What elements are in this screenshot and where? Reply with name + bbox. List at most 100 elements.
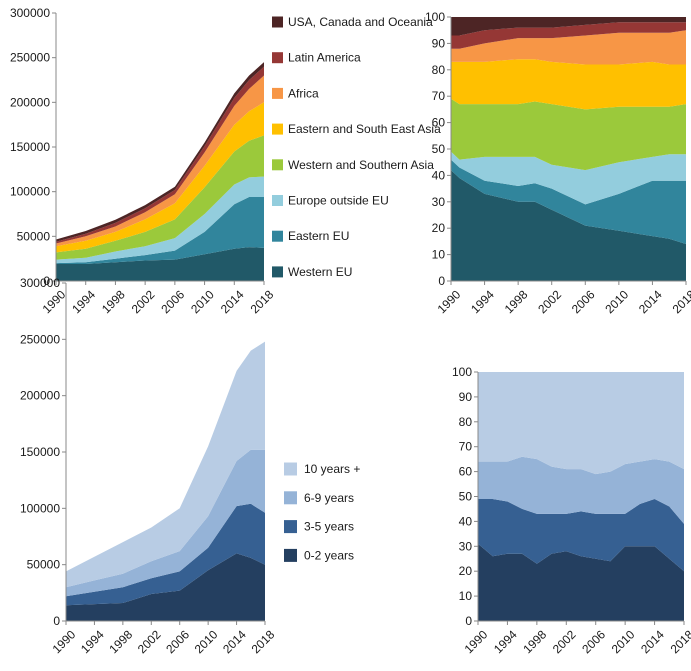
y-tick-label: 300000 bbox=[20, 276, 60, 290]
x-tick-label: 2006 bbox=[579, 627, 608, 656]
y-tick-label: 0 bbox=[438, 274, 445, 288]
x-tick-label: 2018 bbox=[248, 287, 277, 316]
x-tick-label: 2010 bbox=[609, 627, 638, 656]
x-tick-label: 2014 bbox=[638, 627, 667, 656]
chart-3-areas bbox=[66, 341, 265, 621]
y-tick-label: 100000 bbox=[20, 501, 60, 515]
x-tick-label: 1998 bbox=[106, 627, 135, 656]
y-tick-label: 90 bbox=[432, 36, 446, 50]
legend-swatch-10-years bbox=[284, 462, 297, 476]
x-tick-label: 1990 bbox=[40, 287, 69, 316]
legend-swatch-eastern-eu bbox=[272, 230, 283, 242]
legend-swatch-latin-america bbox=[272, 52, 283, 64]
legend-label-0-2-years: 0-2 years bbox=[304, 548, 354, 562]
y-tick-label: 0 bbox=[43, 274, 50, 288]
y-tick-label: 50000 bbox=[17, 229, 51, 243]
area-3-5-years bbox=[66, 503, 265, 606]
y-tick-label: 80 bbox=[432, 63, 446, 77]
area-3-5-years bbox=[478, 499, 684, 572]
chart-3: 0500001000001500002000002500003000001990… bbox=[20, 276, 360, 656]
x-tick-label: 2010 bbox=[192, 627, 221, 656]
y-tick-label: 150000 bbox=[20, 445, 60, 459]
legend-label-latin-america: Latin America bbox=[288, 51, 361, 65]
y-tick-label: 200000 bbox=[10, 95, 50, 109]
area-europe-outside-eu bbox=[56, 176, 264, 264]
x-tick-label: 2018 bbox=[249, 627, 278, 656]
legend-label-6-9-years: 6-9 years bbox=[304, 491, 354, 505]
area-western-eu bbox=[451, 170, 686, 281]
x-tick-label: 1994 bbox=[78, 627, 107, 656]
y-tick-label: 30 bbox=[432, 195, 446, 209]
x-tick-label: 2018 bbox=[668, 627, 691, 656]
y-tick-label: 10 bbox=[459, 589, 473, 603]
chart-3-legend: 10 years + 6-9 years 3-5 years 0-2 years bbox=[284, 462, 360, 562]
chart-1-areas bbox=[56, 62, 264, 281]
legend-swatch-western-eu bbox=[272, 266, 283, 278]
y-tick-label: 90 bbox=[459, 390, 473, 404]
legend-swatch-africa bbox=[272, 87, 283, 99]
y-tick-label: 50 bbox=[459, 490, 473, 504]
x-tick-label: 2014 bbox=[218, 287, 247, 316]
legend-label-western-eu: Western EU bbox=[288, 265, 352, 279]
y-tick-label: 70 bbox=[459, 440, 473, 454]
area-eastern-and-south-east-asia bbox=[451, 59, 686, 110]
x-tick-label: 2010 bbox=[602, 287, 631, 316]
y-tick-label: 70 bbox=[432, 89, 446, 103]
y-tick-label: 50000 bbox=[27, 558, 61, 572]
legend-swatch-europe-outside-eu bbox=[272, 195, 283, 206]
x-tick-label: 1990 bbox=[435, 287, 464, 316]
area-6-9-years bbox=[478, 456, 684, 524]
y-tick-label: 100000 bbox=[10, 185, 50, 199]
x-tick-label: 1990 bbox=[462, 627, 491, 656]
x-tick-label: 1998 bbox=[502, 287, 531, 316]
legend-swatch-0-2-years bbox=[284, 548, 297, 562]
y-tick-label: 10 bbox=[432, 248, 446, 262]
x-tick-label: 2002 bbox=[550, 627, 579, 656]
legend-label-western-and-southern-asia: Western and Southern Asia bbox=[288, 158, 434, 172]
y-tick-label: 60 bbox=[432, 116, 446, 130]
x-tick-label: 1994 bbox=[69, 287, 98, 316]
y-tick-label: 40 bbox=[432, 168, 446, 182]
y-tick-label: 60 bbox=[459, 465, 473, 479]
x-tick-label: 1994 bbox=[468, 287, 497, 316]
y-tick-label: 300000 bbox=[10, 6, 50, 20]
legend-swatch-eastern-and-south-east-asia bbox=[272, 123, 283, 135]
x-tick-label: 2002 bbox=[535, 287, 564, 316]
y-tick-label: 0 bbox=[465, 614, 472, 628]
chart-4-areas bbox=[478, 372, 684, 621]
chart-1: 0500001000001500002000002500003000001990… bbox=[10, 6, 441, 316]
y-tick-label: 150000 bbox=[10, 140, 50, 154]
y-tick-label: 250000 bbox=[10, 51, 50, 65]
area-europe-outside-eu bbox=[451, 151, 686, 205]
y-tick-label: 0 bbox=[53, 614, 60, 628]
area-0-2-years bbox=[66, 553, 265, 621]
legend-label-europe-outside-eu: Europe outside EU bbox=[288, 194, 389, 208]
area-10-years bbox=[478, 372, 684, 475]
area-eastern-eu bbox=[56, 197, 264, 264]
y-tick-label: 80 bbox=[459, 415, 473, 429]
x-tick-label: 1990 bbox=[50, 627, 79, 656]
area-10-years bbox=[66, 341, 265, 588]
x-tick-label: 1994 bbox=[491, 627, 520, 656]
area-western-eu bbox=[56, 247, 264, 281]
legend-swatch-6-9-years bbox=[284, 491, 297, 505]
x-tick-label: 2018 bbox=[670, 287, 691, 316]
x-tick-label: 2002 bbox=[135, 627, 164, 656]
legend-label-africa: Africa bbox=[288, 86, 319, 100]
x-tick-label: 1998 bbox=[99, 287, 128, 316]
y-tick-label: 100 bbox=[425, 10, 445, 24]
x-tick-label: 2006 bbox=[158, 287, 187, 316]
legend-label-10-years: 10 years + bbox=[304, 462, 360, 476]
legend-swatch-usa-canada-and-oceania bbox=[272, 16, 283, 28]
area-western-and-southern-asia bbox=[56, 135, 264, 260]
y-tick-label: 30 bbox=[459, 539, 473, 553]
area-6-9-years bbox=[66, 449, 265, 597]
chart-1-legend: USA, Canada and Oceania Latin America Afri… bbox=[272, 15, 441, 279]
legend-label-eastern-eu: Eastern EU bbox=[288, 229, 349, 243]
y-tick-label: 50 bbox=[432, 142, 446, 156]
legend-label-3-5-years: 3-5 years bbox=[304, 520, 354, 534]
x-tick-label: 2014 bbox=[636, 287, 665, 316]
legend-swatch-3-5-years bbox=[284, 520, 297, 534]
